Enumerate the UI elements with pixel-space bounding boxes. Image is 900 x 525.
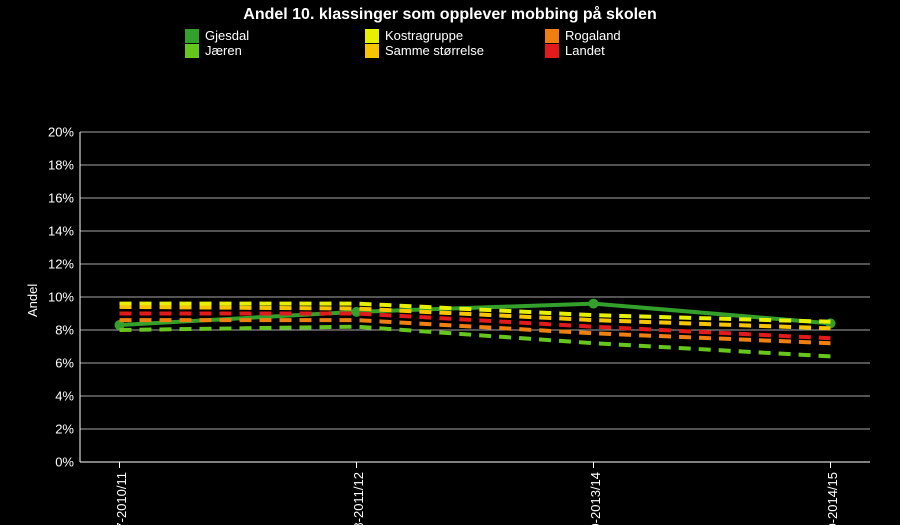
y-tick-label: 6% [40,356,74,371]
legend-item: Kostragruppe [365,28,535,43]
y-tick-label: 14% [40,224,74,239]
legend-item: Jæren [185,43,355,58]
x-tick-label: 2006/07-2010/11 [114,472,129,525]
legend-swatch [365,44,379,58]
legend-label: Kostragruppe [385,28,463,43]
x-tick-label: 2008/09-2013/14 [588,472,603,525]
legend-swatch [545,44,559,58]
x-tick-label: 2007/08-2011/12 [351,472,366,525]
y-tick-label: 8% [40,323,74,338]
y-tick-label: 2% [40,422,74,437]
legend-item: Landet [545,43,715,58]
legend-label: Landet [565,43,605,58]
legend-item: Gjesdal [185,28,355,43]
legend-item: Rogaland [545,28,715,43]
legend-label: Samme størrelse [385,43,484,58]
y-tick-label: 4% [40,389,74,404]
chart-svg [0,60,900,525]
legend-swatch [185,29,199,43]
chart-title: Andel 10. klassinger som opplever mobbin… [0,0,900,24]
legend-swatch [185,44,199,58]
legend-label: Rogaland [565,28,621,43]
y-tick-label: 0% [40,455,74,470]
legend-swatch [365,29,379,43]
legend-label: Gjesdal [205,28,249,43]
series-marker [589,299,599,309]
legend-swatch [545,29,559,43]
y-tick-label: 12% [40,257,74,272]
legend-item: Samme størrelse [365,43,535,58]
y-tick-label: 18% [40,158,74,173]
y-tick-label: 20% [40,125,74,140]
legend-label: Jæren [205,43,242,58]
y-tick-label: 16% [40,191,74,206]
x-tick-label: 2009/10-2014/15 [825,472,840,525]
legend: Gjesdal Kostragruppe Rogaland Jæren Samme st… [170,28,730,58]
y-tick-label: 10% [40,290,74,305]
